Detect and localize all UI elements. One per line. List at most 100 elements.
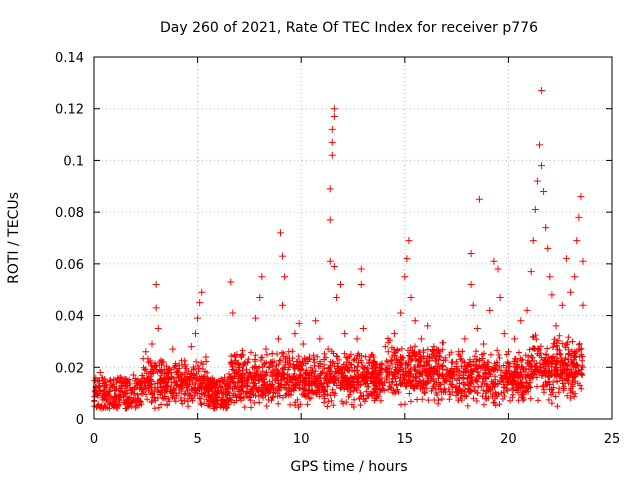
data-point — [136, 379, 144, 387]
data-point — [268, 358, 276, 366]
data-point — [579, 301, 587, 309]
data-point — [221, 374, 229, 382]
data-point — [571, 273, 579, 281]
x-tick-label: 15 — [397, 432, 414, 447]
data-point — [562, 255, 570, 263]
data-point — [330, 262, 338, 270]
data-point — [500, 330, 508, 338]
data-point — [357, 281, 365, 289]
data-point — [229, 309, 237, 317]
data-point — [312, 317, 320, 325]
data-point — [239, 361, 247, 369]
data-point — [384, 348, 392, 356]
data-point — [330, 105, 338, 113]
data-point — [517, 317, 525, 325]
data-point — [274, 335, 282, 343]
data-point — [504, 348, 512, 356]
data-point — [100, 392, 108, 400]
data-point — [540, 187, 548, 195]
grid-lines — [94, 57, 612, 419]
data-point — [548, 291, 556, 299]
data-point — [486, 306, 494, 314]
data-point — [175, 374, 183, 382]
data-point — [424, 322, 432, 330]
data-point — [96, 368, 104, 376]
data-point — [353, 335, 361, 343]
data-point — [405, 237, 413, 245]
data-point — [467, 250, 475, 258]
y-tick-label: 0.12 — [55, 103, 84, 118]
data-point — [324, 345, 332, 353]
data-point — [337, 281, 345, 289]
data-point — [194, 314, 202, 322]
data-point — [397, 309, 405, 317]
data-point — [258, 273, 266, 281]
data-point — [117, 374, 125, 382]
data-point — [129, 371, 137, 379]
data-point — [252, 314, 260, 322]
data-point — [535, 141, 543, 149]
data-point — [542, 224, 550, 232]
x-axis-label: GPS time / hours — [290, 459, 407, 475]
data-point — [359, 325, 367, 332]
data-point — [436, 353, 444, 361]
data-point — [320, 361, 328, 369]
data-point — [187, 343, 195, 351]
data-point — [455, 348, 463, 356]
y-tick-label: 0.04 — [55, 310, 84, 325]
data-point — [328, 138, 336, 146]
y-tick-label: 0.06 — [55, 258, 84, 273]
data-point — [538, 162, 546, 170]
data-point — [523, 306, 531, 314]
data-point — [442, 366, 450, 374]
data-point — [281, 273, 289, 281]
y-axis-label: ROTI / TECUs — [6, 192, 22, 284]
data-point — [196, 299, 204, 307]
data-point — [538, 87, 546, 95]
data-point — [285, 348, 293, 356]
data-point — [511, 335, 519, 343]
data-points — [92, 87, 587, 400]
data-point — [214, 387, 222, 395]
data-point — [330, 112, 338, 120]
x-tick-label: 10 — [293, 432, 310, 447]
data-point — [567, 288, 575, 296]
data-point — [169, 345, 177, 353]
data-point — [233, 350, 241, 358]
y-axis-ticks: 0 0.02 0.04 0.06 0.08 0.1 0.12 0.14 — [55, 51, 612, 428]
data-point — [279, 252, 287, 260]
data-point — [573, 237, 581, 245]
data-point — [326, 185, 334, 193]
data-point — [154, 325, 162, 332]
data-point — [347, 350, 355, 358]
data-point — [467, 281, 475, 289]
data-point — [148, 340, 156, 348]
data-point — [328, 151, 336, 159]
data-point — [316, 335, 324, 343]
data-point — [494, 265, 502, 273]
data-point — [181, 361, 189, 369]
data-point — [158, 358, 166, 366]
data-point — [527, 268, 535, 276]
data-point — [341, 330, 349, 338]
data-point — [262, 345, 270, 353]
data-point — [496, 293, 504, 301]
background-noise-markers — [91, 332, 586, 412]
data-point — [401, 273, 409, 281]
y-tick-label: 0 — [76, 413, 84, 428]
data-point — [461, 335, 469, 343]
y-tick-label: 0.08 — [55, 206, 84, 221]
data-point — [332, 293, 340, 301]
data-point — [165, 368, 173, 376]
y-tick-label: 0.1 — [63, 154, 84, 169]
data-point — [357, 265, 365, 273]
chart-title: Day 260 of 2021, Rate Of TEC Index for r… — [160, 20, 538, 36]
data-point — [411, 317, 419, 325]
data-point — [299, 340, 307, 348]
data-point — [407, 293, 415, 301]
data-point — [558, 301, 566, 309]
data-point — [448, 358, 456, 366]
plot-frame — [93, 56, 613, 420]
